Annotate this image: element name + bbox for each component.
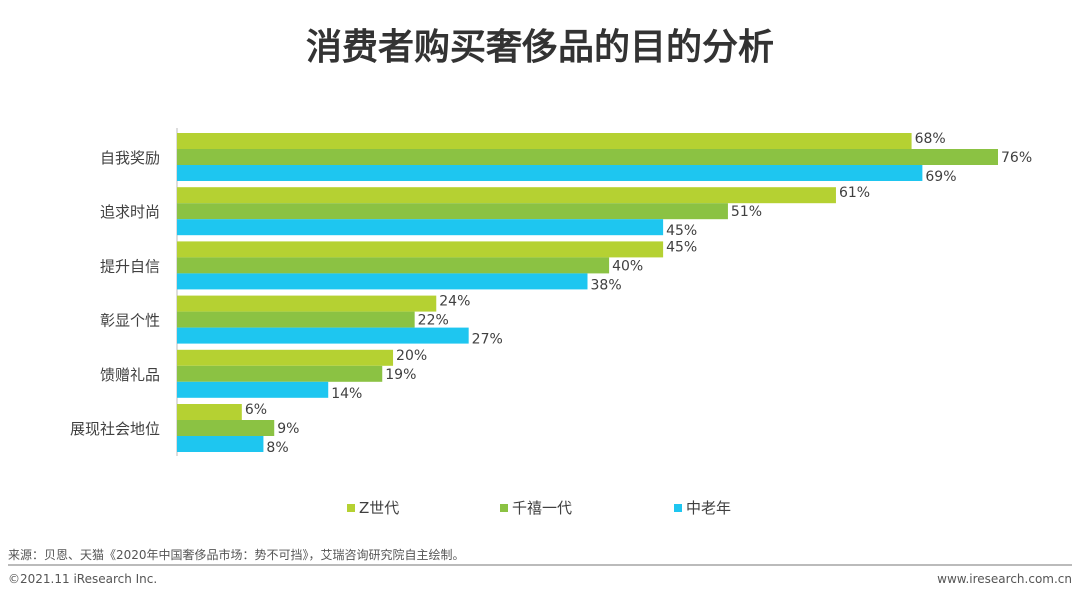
category-label: 展现社会地位 bbox=[70, 420, 160, 438]
data-label: 27% bbox=[472, 332, 503, 348]
data-label: 45% bbox=[666, 239, 697, 255]
bar bbox=[177, 133, 912, 149]
legend-item-z: Z世代 bbox=[347, 497, 399, 518]
bar bbox=[177, 149, 998, 165]
data-label: 6% bbox=[245, 402, 267, 418]
bar bbox=[177, 241, 664, 258]
data-label: 69% bbox=[925, 169, 956, 185]
category-label: 追求时尚 bbox=[100, 203, 160, 221]
data-label: 40% bbox=[612, 258, 643, 274]
bar bbox=[177, 420, 275, 436]
chart-title: 消费者购买奢侈品的目的分析 bbox=[305, 27, 774, 68]
website: www.iresearch.com.cn bbox=[937, 572, 1072, 586]
data-label: 76% bbox=[1001, 150, 1032, 166]
legend-swatch bbox=[674, 503, 682, 512]
legend-label: Z世代 bbox=[359, 499, 400, 517]
data-label: 68% bbox=[915, 131, 946, 147]
legend-label: 中老年 bbox=[686, 499, 732, 517]
bar bbox=[177, 187, 836, 204]
category-label: 自我奖励 bbox=[100, 149, 160, 167]
data-label: 14% bbox=[331, 386, 362, 402]
legend-item-senior: 中老年 bbox=[674, 497, 731, 518]
category-label: 提升自信 bbox=[100, 257, 160, 275]
bar bbox=[177, 295, 437, 312]
bar bbox=[177, 219, 664, 236]
data-label: 24% bbox=[439, 294, 470, 310]
data-label: 61% bbox=[839, 185, 870, 201]
bar bbox=[177, 311, 415, 328]
category-label: 馈赠礼品 bbox=[100, 366, 160, 384]
bar bbox=[177, 381, 329, 398]
legend-swatch bbox=[500, 503, 508, 512]
footer-divider bbox=[8, 564, 1072, 566]
bar bbox=[177, 327, 469, 344]
data-label: 19% bbox=[385, 367, 416, 383]
legend-label: 千禧一代 bbox=[512, 499, 573, 517]
data-label: 45% bbox=[666, 223, 697, 239]
data-label: 51% bbox=[731, 204, 762, 220]
bar bbox=[177, 273, 588, 290]
bar bbox=[177, 404, 242, 420]
data-label: 9% bbox=[277, 421, 299, 437]
legend-swatch bbox=[347, 503, 355, 512]
data-label: 20% bbox=[396, 348, 427, 364]
bar bbox=[177, 349, 394, 366]
bar bbox=[177, 365, 383, 382]
data-label: 38% bbox=[591, 277, 622, 293]
bar bbox=[177, 165, 923, 181]
copyright: ©2021.11 iResearch Inc. bbox=[8, 572, 158, 586]
category-label: 彰显个性 bbox=[100, 312, 160, 330]
bar bbox=[177, 203, 728, 220]
bar bbox=[177, 257, 610, 274]
source-note: 来源：贝恩、天猫《2020年中国奢侈品市场：势不可挡》，艾瑞咨询研究院自主绘制。 bbox=[8, 548, 465, 562]
data-label: 22% bbox=[418, 313, 449, 329]
data-label: 8% bbox=[266, 440, 288, 456]
legend-item-millennial: 千禧一代 bbox=[500, 497, 572, 518]
bar bbox=[177, 436, 264, 452]
